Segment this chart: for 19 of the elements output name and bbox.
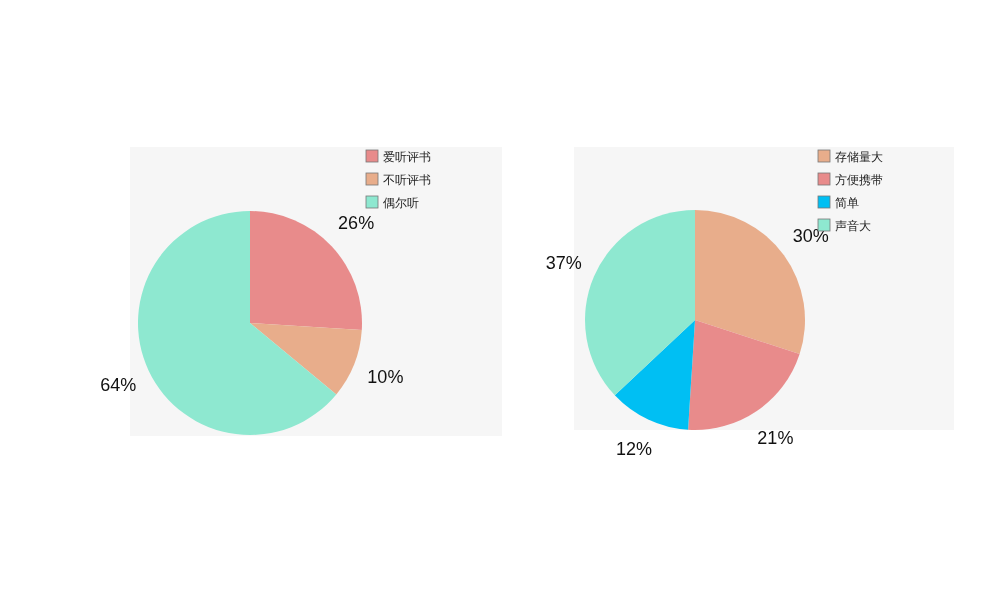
data-label: 37% — [545, 253, 582, 274]
pie-slice — [614, 320, 695, 430]
data-label: 21% — [757, 428, 794, 449]
pie-slice — [585, 210, 695, 396]
pie-slice — [250, 323, 362, 395]
legend-label: 偶尔听 — [383, 196, 419, 210]
data-label: 12% — [616, 439, 653, 460]
data-label: 30% — [792, 225, 829, 246]
legend-label: 声音大 — [835, 219, 871, 233]
pie-slice — [688, 320, 800, 430]
legend-label: 不听评书 — [383, 173, 431, 187]
data-label: 10% — [367, 366, 404, 387]
pie-slice — [138, 211, 337, 435]
legend-label: 存储量大 — [835, 150, 883, 164]
legend-label: 简单 — [835, 196, 859, 210]
data-label: 64% — [100, 374, 137, 395]
legend-label: 爱听评书 — [383, 150, 431, 164]
legend-label: 方便携带 — [835, 173, 883, 187]
data-label: 26% — [338, 213, 375, 234]
